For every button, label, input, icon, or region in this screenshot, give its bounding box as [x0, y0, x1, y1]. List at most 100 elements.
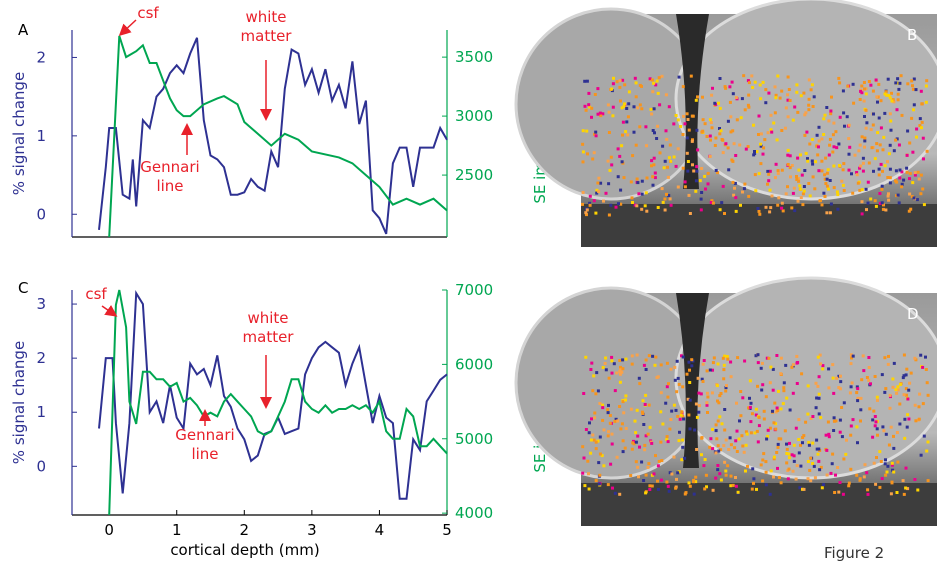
- brain-lobe: [674, 276, 937, 480]
- activation-voxel: [686, 160, 690, 163]
- activation-voxel: [781, 402, 785, 406]
- activation-voxel: [821, 364, 825, 368]
- activation-voxel: [837, 374, 841, 378]
- activation-voxel: [735, 401, 738, 405]
- activation-voxel: [849, 385, 853, 389]
- activation-voxel: [690, 139, 694, 143]
- activation-voxel: [752, 153, 756, 157]
- activation-voxel: [838, 164, 841, 167]
- activation-voxel: [819, 416, 823, 420]
- activation-voxel: [817, 139, 821, 143]
- activation-voxel: [690, 358, 694, 362]
- activation-voxel: [807, 78, 811, 82]
- activation-voxel: [807, 97, 811, 101]
- activation-voxel: [795, 354, 799, 358]
- activation-voxel: [914, 419, 918, 423]
- activation-voxel: [610, 87, 614, 91]
- activation-voxel: [665, 385, 669, 389]
- activation-voxel: [638, 445, 641, 449]
- activation-voxel: [826, 420, 830, 424]
- activation-voxel: [769, 206, 773, 210]
- activation-voxel: [903, 417, 907, 421]
- activation-voxel: [924, 368, 928, 371]
- activation-voxel: [759, 132, 763, 136]
- activation-voxel: [815, 144, 819, 148]
- activation-voxel: [775, 138, 779, 142]
- activation-voxel: [858, 143, 862, 147]
- activation-voxel: [659, 410, 663, 414]
- activation-voxel: [918, 124, 922, 128]
- activation-voxel: [786, 163, 790, 166]
- activation-voxel: [654, 83, 658, 87]
- activation-voxel: [741, 396, 745, 400]
- activation-voxel: [618, 154, 622, 158]
- activation-voxel: [651, 90, 655, 94]
- activation-voxel: [695, 415, 699, 419]
- activation-voxel: [926, 393, 930, 397]
- activation-voxel: [878, 485, 882, 489]
- activation-voxel: [735, 429, 739, 433]
- activation-voxel: [665, 361, 669, 365]
- activation-voxel: [650, 112, 654, 116]
- activation-voxel: [694, 475, 698, 479]
- activation-voxel: [797, 438, 801, 441]
- activation-voxel: [592, 374, 596, 378]
- activation-voxel: [611, 105, 615, 109]
- activation-voxel: [884, 387, 888, 391]
- activation-voxel: [626, 133, 630, 137]
- activation-voxel: [912, 108, 915, 112]
- activation-voxel: [794, 426, 798, 430]
- activation-voxel: [596, 112, 600, 116]
- activation-voxel: [881, 207, 885, 211]
- activation-voxel: [597, 190, 601, 194]
- activation-voxel: [748, 379, 752, 383]
- activation-voxel: [703, 122, 707, 126]
- activation-voxel: [802, 487, 806, 491]
- activation-voxel: [796, 110, 800, 114]
- activation-voxel: [897, 201, 901, 205]
- x-tick-label: 0: [104, 521, 114, 539]
- activation-voxel: [649, 107, 653, 111]
- activation-voxel: [749, 420, 753, 424]
- activation-voxel: [581, 150, 585, 154]
- activation-voxel: [876, 398, 879, 402]
- activation-voxel: [643, 204, 647, 208]
- activation-voxel: [746, 79, 750, 83]
- activation-voxel: [877, 167, 881, 171]
- activation-voxel: [836, 466, 840, 469]
- activation-voxel: [759, 97, 763, 101]
- activation-voxel: [645, 144, 648, 148]
- activation-voxel: [887, 192, 890, 196]
- activation-voxel: [706, 182, 710, 186]
- activation-voxel: [799, 196, 803, 200]
- activation-voxel: [825, 448, 829, 452]
- activation-voxel: [823, 113, 827, 117]
- activation-voxel: [806, 384, 810, 388]
- activation-voxel: [860, 212, 864, 216]
- activation-voxel: [660, 187, 664, 191]
- activation-voxel: [890, 461, 894, 465]
- activation-voxel: [613, 389, 617, 393]
- activation-voxel: [764, 88, 768, 92]
- activation-voxel: [633, 203, 637, 207]
- activation-voxel: [851, 82, 855, 86]
- activation-voxel: [773, 85, 777, 89]
- annotation: white: [245, 8, 286, 26]
- activation-voxel: [774, 96, 778, 100]
- activation-voxel: [917, 405, 921, 409]
- activation-voxel: [588, 201, 592, 205]
- activation-voxel: [667, 489, 671, 493]
- activation-voxel: [922, 434, 926, 438]
- x-tick-label: 3: [307, 521, 317, 539]
- activation-voxel: [768, 492, 772, 496]
- activation-voxel: [785, 447, 789, 451]
- activation-voxel: [635, 408, 639, 412]
- activation-voxel: [783, 126, 787, 130]
- activation-voxel: [739, 203, 742, 207]
- activation-voxel: [642, 363, 646, 367]
- activation-voxel: [718, 127, 721, 130]
- activation-voxel: [799, 153, 802, 157]
- activation-voxel: [723, 354, 727, 358]
- activation-voxel: [791, 118, 795, 122]
- activation-voxel: [607, 182, 611, 186]
